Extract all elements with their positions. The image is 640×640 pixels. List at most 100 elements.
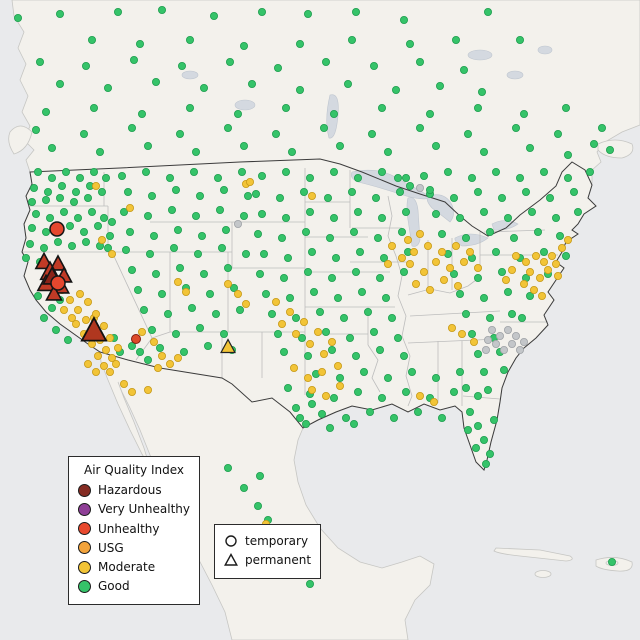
good-monitors[interactable] — [213, 173, 222, 182]
good-monitors[interactable] — [353, 173, 362, 182]
good-monitors[interactable] — [127, 341, 136, 350]
unhealthy-temporary-monitors[interactable] — [49, 221, 65, 237]
good-monitors[interactable] — [473, 273, 482, 282]
good-monitors[interactable] — [540, 167, 549, 176]
moderate-monitors[interactable] — [397, 253, 406, 262]
moderate-monitors[interactable] — [68, 313, 77, 322]
good-monitors[interactable] — [305, 207, 314, 216]
good-monitors[interactable] — [283, 383, 292, 392]
moderate-monitors[interactable] — [327, 337, 336, 346]
good-monitors[interactable] — [104, 84, 113, 93]
good-monitors[interactable] — [56, 9, 65, 18]
unhealthy-permanent-large[interactable] — [80, 316, 108, 342]
good-monitors[interactable] — [155, 343, 164, 352]
good-monitors[interactable] — [357, 287, 366, 296]
good-monitors[interactable] — [273, 329, 282, 338]
good-monitors[interactable] — [56, 80, 65, 89]
good-monitors[interactable] — [369, 62, 378, 71]
good-monitors[interactable] — [74, 213, 83, 222]
moderate-monitors[interactable] — [507, 265, 516, 274]
good-monitors[interactable] — [343, 80, 352, 89]
moderate-monitors[interactable] — [439, 275, 448, 284]
good-monitors[interactable] — [389, 413, 398, 422]
good-monitors[interactable] — [173, 225, 182, 234]
good-monitors[interactable] — [56, 193, 65, 202]
good-monitors[interactable] — [143, 355, 152, 364]
good-monitors[interactable] — [147, 191, 156, 200]
moderate-monitors[interactable] — [157, 351, 166, 360]
moderate-monitors[interactable] — [108, 353, 117, 362]
good-monitors[interactable] — [491, 167, 500, 176]
good-monitors[interactable] — [373, 233, 382, 242]
good-monitors[interactable] — [473, 187, 482, 196]
good-monitors[interactable] — [562, 251, 571, 260]
moderate-monitors[interactable] — [127, 387, 136, 396]
good-monitors[interactable] — [309, 287, 318, 296]
good-monitors[interactable] — [185, 104, 194, 113]
good-monitors[interactable] — [195, 191, 204, 200]
moderate-monitors[interactable] — [457, 329, 466, 338]
moderate-monitors[interactable] — [106, 333, 115, 342]
moderate-monitors[interactable] — [181, 287, 190, 296]
good-monitors[interactable] — [526, 291, 535, 300]
good-monitors[interactable] — [473, 391, 482, 400]
good-monitors[interactable] — [467, 329, 476, 338]
good-monitors[interactable] — [329, 393, 338, 402]
good-monitors[interactable] — [247, 80, 256, 89]
good-monitors[interactable] — [463, 425, 472, 434]
good-monitors[interactable] — [317, 409, 326, 418]
moderate-monitors[interactable] — [305, 339, 314, 348]
good-monitors[interactable] — [122, 245, 131, 254]
moderate-monitors[interactable] — [165, 359, 174, 368]
good-monitors[interactable] — [391, 86, 400, 95]
good-monitors[interactable] — [175, 263, 184, 272]
no-data-monitors[interactable] — [507, 339, 516, 348]
good-monitors[interactable] — [377, 393, 386, 402]
good-monitors[interactable] — [552, 213, 561, 222]
good-monitors[interactable] — [497, 193, 506, 202]
moderate-monitors[interactable] — [405, 259, 414, 268]
good-monitors[interactable] — [369, 327, 378, 336]
moderate-monitors[interactable] — [538, 291, 547, 300]
good-monitors[interactable] — [473, 104, 482, 113]
moderate-monitors[interactable] — [411, 279, 420, 288]
good-monitors[interactable] — [96, 147, 105, 156]
good-monitors[interactable] — [329, 167, 338, 176]
good-monitors[interactable] — [143, 141, 152, 150]
good-monitors[interactable] — [273, 64, 282, 73]
good-monitors[interactable] — [118, 171, 127, 180]
no-data-monitors[interactable] — [233, 219, 242, 228]
good-monitors[interactable] — [556, 231, 565, 240]
moderate-monitors[interactable] — [431, 257, 440, 266]
good-monitors[interactable] — [305, 580, 314, 589]
good-monitors[interactable] — [219, 329, 228, 338]
moderate-monitors[interactable] — [321, 391, 330, 400]
good-monitors[interactable] — [189, 167, 198, 176]
moderate-monitors[interactable] — [72, 319, 81, 328]
good-monitors[interactable] — [193, 249, 202, 258]
good-monitors[interactable] — [62, 167, 71, 176]
good-monitors[interactable] — [297, 333, 306, 342]
good-monitors[interactable] — [473, 349, 482, 358]
moderate-monitors[interactable] — [307, 385, 316, 394]
good-monitors[interactable] — [114, 7, 123, 16]
good-monitors[interactable] — [251, 189, 260, 198]
moderate-monitors[interactable] — [307, 191, 316, 200]
good-monitors[interactable] — [64, 335, 73, 344]
good-monitors[interactable] — [516, 36, 525, 45]
moderate-monitors[interactable] — [299, 317, 308, 326]
good-monitors[interactable] — [333, 293, 342, 302]
good-monitors[interactable] — [509, 233, 518, 242]
good-monitors[interactable] — [491, 247, 500, 256]
good-monitors[interactable] — [281, 104, 290, 113]
moderate-monitors[interactable] — [98, 235, 107, 244]
moderate-monitors[interactable] — [92, 181, 101, 190]
unhealthy-temporary-monitors[interactable] — [50, 275, 66, 291]
good-monitors[interactable] — [104, 243, 113, 252]
good-monitors[interactable] — [90, 167, 99, 176]
good-monitors[interactable] — [522, 187, 531, 196]
no-data-monitors[interactable] — [503, 325, 512, 334]
moderate-monitors[interactable] — [532, 251, 541, 260]
good-monitors[interactable] — [335, 373, 344, 382]
good-monitors[interactable] — [60, 207, 69, 216]
